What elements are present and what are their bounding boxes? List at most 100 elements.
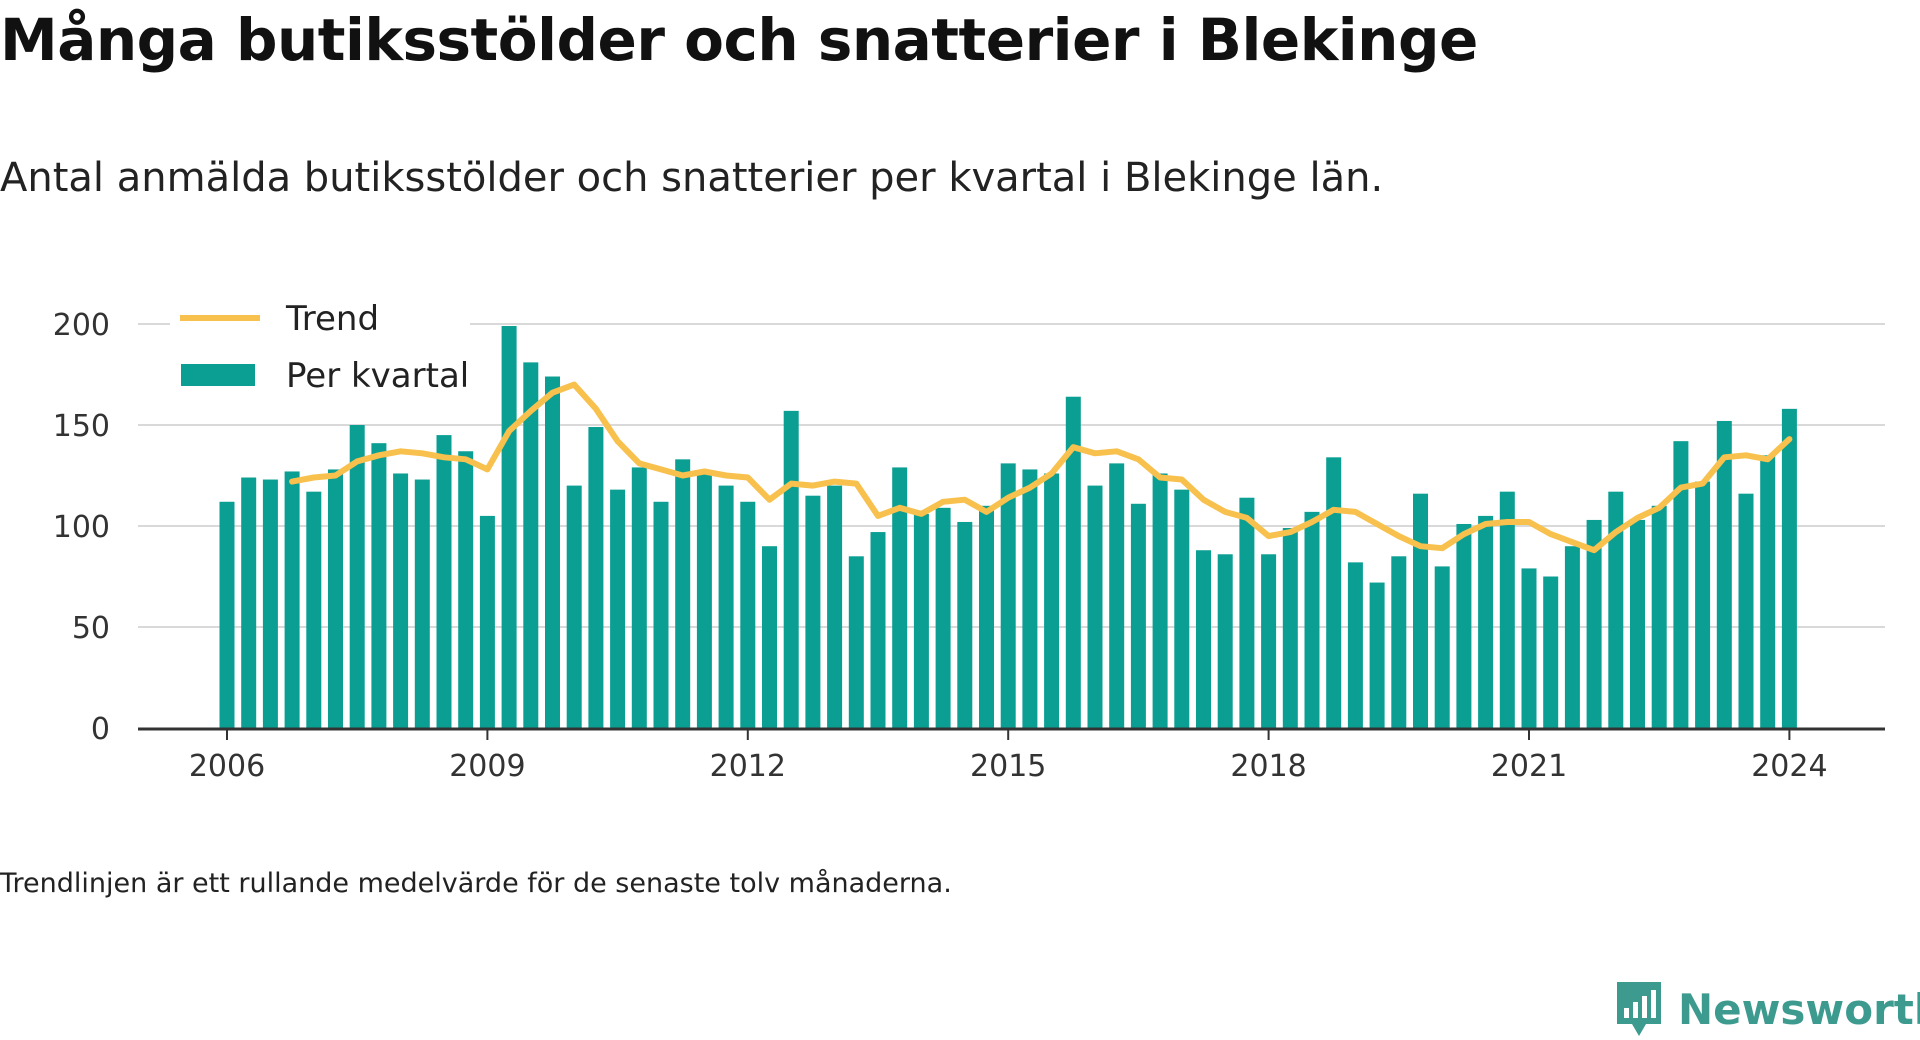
- bar: [1369, 582, 1385, 728]
- bar: [1434, 566, 1450, 728]
- y-tick-label: 100: [53, 510, 110, 545]
- bar: [1456, 523, 1472, 728]
- bar: [653, 501, 669, 728]
- bar: [957, 521, 973, 728]
- footnote: Trendlinjen är ett rullande medelvärde f…: [0, 868, 952, 899]
- bar: [762, 546, 777, 728]
- bar: [371, 443, 387, 728]
- bar: [523, 362, 539, 728]
- bar: [1000, 463, 1016, 728]
- bar: [1651, 505, 1667, 728]
- y-tick-label: 0: [91, 712, 110, 747]
- bar: [436, 435, 452, 728]
- bar: [1065, 396, 1081, 728]
- axes: 0 50 100 150 200 2006 2009 2012 2015 2018 2021 2024: [53, 308, 1885, 784]
- bar-series-per-kvartal: [219, 326, 1797, 728]
- bar: [979, 505, 994, 728]
- bar: [1239, 497, 1255, 728]
- y-tick-label: 150: [53, 409, 110, 444]
- bar: [349, 425, 365, 728]
- bar: [458, 451, 474, 728]
- bar: [588, 427, 604, 728]
- bar: [718, 485, 734, 728]
- bar: [892, 467, 908, 728]
- bar: [328, 469, 343, 728]
- bar: [1152, 473, 1168, 728]
- bar: [696, 473, 712, 728]
- bar: [1695, 481, 1711, 728]
- x-tick-label: 2015: [970, 749, 1046, 784]
- chart: 0 50 100 150 200 2006 2009 2012 2015 2018 2021 2024…: [53, 290, 1885, 784]
- y-tick-label: 50: [72, 611, 110, 646]
- x-tick-label: 2009: [449, 749, 525, 784]
- x-tick-label: 2006: [189, 749, 265, 784]
- bar: [935, 507, 951, 728]
- bar: [1781, 408, 1797, 728]
- bar: [1478, 515, 1494, 728]
- bar: [1044, 473, 1060, 728]
- y-tick-label: 200: [53, 308, 110, 343]
- brand-logo[interactable]: Newsworthy: [1614, 980, 1920, 1038]
- bar: [1391, 556, 1407, 728]
- bar: [566, 485, 582, 728]
- bar: [848, 556, 864, 728]
- legend: Trend Per kvartal: [170, 290, 470, 398]
- bar: [1738, 493, 1754, 728]
- bar: [284, 471, 300, 728]
- bar: [1543, 576, 1559, 728]
- bar: [1499, 491, 1515, 728]
- bar: [219, 501, 235, 728]
- bar: [1109, 463, 1125, 728]
- bar: [414, 479, 430, 728]
- bar: [675, 459, 691, 728]
- chart-title: Många butiksstölder och snatterier i Ble…: [0, 6, 1478, 74]
- bar: [393, 473, 409, 728]
- legend-label-trend: Trend: [285, 299, 379, 339]
- bar: [1174, 489, 1190, 728]
- bar: [1586, 519, 1602, 728]
- line-series-trend: [289, 381, 1793, 554]
- newsworthy-logo-icon: [1617, 982, 1661, 1036]
- bar: [805, 495, 821, 728]
- x-tick-label: 2024: [1751, 749, 1827, 784]
- bar: [1326, 457, 1342, 728]
- bar: [545, 376, 560, 728]
- x-tick-label: 2012: [710, 749, 786, 784]
- bar: [1022, 469, 1038, 728]
- bar: [1347, 562, 1363, 728]
- bar: [631, 467, 647, 728]
- bar: [1217, 554, 1233, 728]
- bar: [1630, 519, 1645, 728]
- bar: [1130, 503, 1146, 728]
- bar: [740, 501, 756, 728]
- bar: [783, 410, 799, 728]
- bar: [870, 532, 886, 728]
- bar: [1282, 528, 1298, 728]
- bar: [1760, 455, 1776, 728]
- bar: [1196, 550, 1211, 728]
- bar: [306, 491, 322, 728]
- x-tick-label: 2021: [1491, 749, 1567, 784]
- legend-label-per-kvartal: Per kvartal: [286, 356, 469, 396]
- trend-line: [289, 381, 1793, 554]
- bar: [1716, 420, 1732, 728]
- bar: [1413, 493, 1428, 728]
- legend-bar-swatch: [181, 364, 255, 386]
- bar: [241, 477, 257, 728]
- bar: [913, 513, 929, 728]
- bar: [262, 479, 278, 728]
- bar: [1608, 491, 1624, 728]
- x-tick-label: 2018: [1230, 749, 1306, 784]
- brand-name: Newsworthy: [1678, 984, 1920, 1034]
- bar: [610, 489, 626, 728]
- bar: [479, 515, 495, 728]
- bar: [1673, 441, 1689, 728]
- bar: [1521, 568, 1537, 728]
- bar: [1087, 485, 1103, 728]
- bar: [501, 326, 517, 728]
- bar: [1304, 511, 1320, 728]
- bar: [1564, 546, 1580, 728]
- chart-subtitle: Antal anmälda butiksstölder och snatteri…: [0, 155, 1384, 201]
- bar: [827, 485, 843, 728]
- bar: [1261, 554, 1277, 728]
